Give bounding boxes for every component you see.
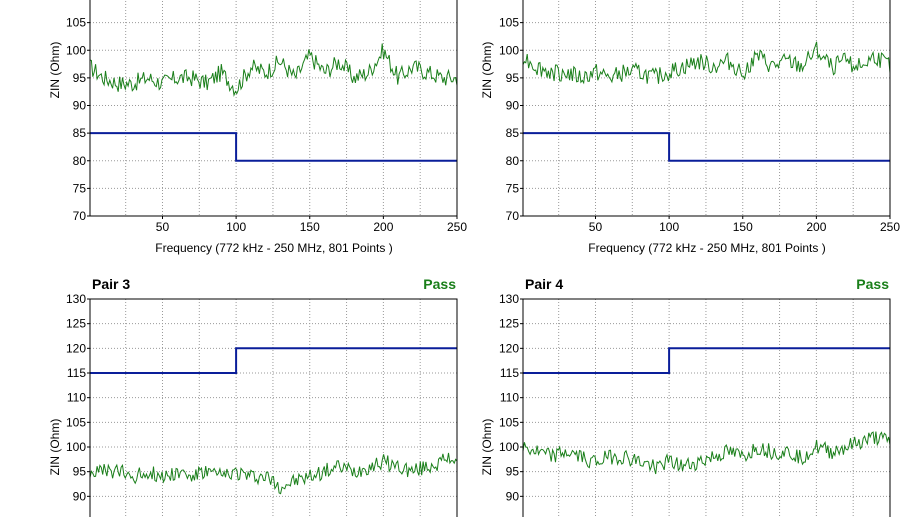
plot-frame <box>89 298 458 517</box>
limit-line <box>523 347 890 374</box>
plot-area <box>90 299 457 517</box>
y-tick-label: 115 <box>67 366 86 380</box>
plot-frame <box>522 298 891 517</box>
measured-trace <box>90 43 457 98</box>
y-tick-label: 80 <box>73 154 87 168</box>
y-tick-label: 100 <box>499 43 519 57</box>
plot-area <box>523 0 890 216</box>
x-tick-label: 200 <box>806 220 826 234</box>
status-badge: Pass <box>423 276 456 292</box>
x-tick-label: 100 <box>659 220 679 234</box>
chart-top-left: ZIN (Ohm) Frequency (772 kHz - 250 MHz, … <box>48 0 467 255</box>
y-tick-label: 90 <box>506 99 520 113</box>
y-tick-label: 120 <box>66 341 86 355</box>
y-tick-label: 100 <box>66 43 86 57</box>
x-tick-label: 150 <box>733 220 753 234</box>
y-tick-label: 125 <box>66 317 86 331</box>
y-tick-label: 90 <box>506 489 520 503</box>
y-tick-label: 125 <box>499 317 519 331</box>
x-tick-label: 50 <box>156 220 170 234</box>
x-tick-label: 250 <box>447 220 467 234</box>
chart-title: Pair 4 <box>525 276 563 292</box>
y-tick-label: 100 <box>499 440 519 454</box>
chart-top-right: ZIN (Ohm) Frequency (772 kHz - 250 MHz, … <box>480 0 900 255</box>
y-axis-label: ZIN (Ohm) <box>48 42 62 99</box>
y-tick-label: 100 <box>66 440 86 454</box>
x-tick-label: 200 <box>373 220 393 234</box>
y-tick-label: 110 <box>500 391 519 405</box>
y-tick-label: 75 <box>73 181 87 195</box>
chart-pair-3: Pair 3 Pass ZIN (Ohm) 90 95 100 105 110 115 12… <box>48 276 458 517</box>
y-axis-label: ZIN (Ohm) <box>480 42 494 99</box>
y-tick-label: 130 <box>66 292 86 306</box>
measured-trace <box>523 431 890 475</box>
y-tick-label: 75 <box>506 181 520 195</box>
y-tick-label: 105 <box>499 415 519 429</box>
y-tick-label: 85 <box>506 126 520 140</box>
measured-trace <box>90 452 457 495</box>
plot-area <box>90 0 457 216</box>
y-tick-label: 70 <box>73 209 87 223</box>
chart-pair-4: Pair 4 Pass ZIN (Ohm) 90 95 100 105 110 115 12… <box>480 276 891 517</box>
y-axis-label: ZIN (Ohm) <box>480 419 494 476</box>
limit-line <box>90 347 457 374</box>
y-tick-label: 120 <box>499 341 519 355</box>
x-axis-label: Frequency (772 kHz - 250 MHz, 801 Points… <box>588 241 825 255</box>
y-tick-label: 110 <box>67 391 86 405</box>
status-badge: Pass <box>856 276 889 292</box>
y-axis-label: ZIN (Ohm) <box>48 419 62 476</box>
x-tick-label: 100 <box>226 220 246 234</box>
y-tick-label: 110 <box>67 0 86 2</box>
limit-line <box>90 132 457 162</box>
y-tick-label: 80 <box>506 154 520 168</box>
y-tick-label: 105 <box>66 16 86 30</box>
y-tick-label: 70 <box>506 209 520 223</box>
y-tick-label: 105 <box>66 415 86 429</box>
y-tick-label: 95 <box>73 465 87 479</box>
y-tick-label: 90 <box>73 489 87 503</box>
x-tick-label: 150 <box>300 220 320 234</box>
chart-title: Pair 3 <box>92 276 130 292</box>
y-tick-label: 110 <box>500 0 519 2</box>
x-tick-label: 50 <box>589 220 603 234</box>
limit-line <box>523 132 890 162</box>
y-tick-label: 85 <box>73 126 87 140</box>
y-tick-label: 130 <box>499 292 519 306</box>
plot-frame <box>89 0 458 217</box>
y-tick-label: 95 <box>506 465 520 479</box>
plot-area <box>523 299 890 517</box>
plot-frame <box>522 0 891 217</box>
y-tick-label: 115 <box>500 366 519 380</box>
y-tick-label: 95 <box>506 71 520 85</box>
y-tick-label: 90 <box>73 99 87 113</box>
x-axis-label: Frequency (772 kHz - 250 MHz, 801 Points… <box>155 241 392 255</box>
y-tick-label: 95 <box>73 71 87 85</box>
x-tick-label: 250 <box>880 220 900 234</box>
y-tick-label: 105 <box>499 16 519 30</box>
measured-trace <box>523 41 890 85</box>
